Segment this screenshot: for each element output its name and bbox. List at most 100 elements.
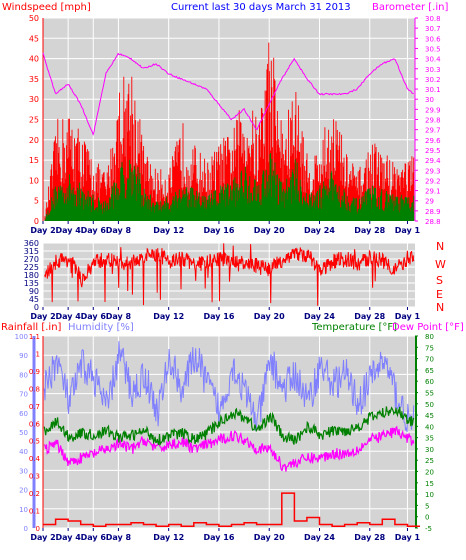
x-tick-label: Day 1 [395,226,421,235]
temperature-tick-label: 40 [425,423,434,431]
rainfall-tick-label: 0.7 [29,403,40,411]
barometer-tick-label: 29.1 [425,188,441,196]
windspeed-tick-label: 35 [29,75,39,84]
barometer-tick-label: 29.8 [425,117,441,125]
barometer-tick-label: 29 [425,198,434,206]
x-tick-label: Day 12 [153,533,184,542]
humidity-tick-label: 20 [19,487,28,495]
chart-title: Current last 30 days March 31 2013 [171,2,351,13]
barometer-tick-label: 29.9 [425,106,441,114]
windspeed-tick-label: 50 [29,14,39,23]
barometer-axis-label: Barometer [.in] [372,2,448,13]
barometer-tick-label: 30.8 [425,15,441,23]
data-series [42,42,420,528]
humidity-tick-label: 80 [19,371,28,379]
x-tick-label: Day 6 [81,312,107,321]
temperature-tick-label: 50 [425,401,434,409]
temperature-tick-label: 65 [425,367,434,375]
direction-tick-label: 90 [29,287,39,296]
x-tick-label: Day 28 [354,312,385,321]
windspeed-axis-label: Windspeed [mph] [2,2,91,13]
humidity-tick-label: 40 [19,448,28,456]
rainfall-tick-label: 1 [36,350,40,358]
temperature-tick-label: 0 [425,514,429,522]
humidity-tick-label: 30 [19,467,28,475]
compass-label-n-top: N [436,240,444,253]
temperature-tick-label: 15 [425,480,434,488]
temperature-tick-label: 70 [425,356,434,364]
x-tick-label: Day 4 [55,226,81,235]
dew-point-series [43,425,415,472]
dewpoint-axis-label: Dew Point [°F] [392,322,464,333]
x-tick-label: Day 24 [304,312,335,321]
x-tick-label: Day 2 [30,312,55,321]
temperature-tick-label: 60 [425,378,434,386]
x-tick-label: Day 16 [203,312,234,321]
direction-tick-label: 45 [29,295,39,304]
temperature-tick-label: 25 [425,457,434,465]
compass-label-e: E [436,288,443,301]
temperature-tick-label: -5 [425,525,432,533]
temperature-tick-label: 20 [425,469,434,477]
direction-tick-label: 315 [24,247,39,256]
x-tick-label: Day 24 [304,533,335,542]
x-tick-label: Day 6 [81,226,107,235]
temperature-axis-label: Temperature [°F] [311,322,397,333]
barometer-tick-label: 29.4 [425,157,441,165]
x-tick-label: Day 8 [106,226,132,235]
x-tick-label: Day 28 [354,226,385,235]
direction-tick-label: 270 [24,255,39,264]
x-tick-label: Day 12 [153,312,184,321]
rainfall-tick-label: 0.2 [29,490,40,498]
humidity-tick-label: 90 [19,352,28,360]
rainfall-tick-label: 0.8 [29,385,40,393]
compass-label-w: W [435,258,446,271]
compass-label-n-bottom: N [436,301,444,314]
temperature-tick-label: 35 [425,435,434,443]
x-tick-label: Day 20 [254,312,285,321]
temperature-tick-label: 30 [425,446,434,454]
barometer-tick-label: 30.3 [425,66,441,74]
x-tick-label: Day 24 [304,226,335,235]
barometer-tick-label: 29.3 [425,167,441,175]
barometer-tick-label: 30.1 [425,86,441,94]
barometer-tick-label: 30 [425,96,434,104]
x-tick-label: Day 12 [153,226,184,235]
barometer-tick-label: 30.2 [425,76,441,84]
x-tick-label: Day 6 [81,533,107,542]
direction-tick-label: 180 [24,271,39,280]
humidity-axis-label: Humidity [%] [68,322,134,333]
x-tick-label: Day 20 [254,226,285,235]
barometer-tick-label: 30.6 [425,35,441,43]
x-tick-label: Day 16 [203,226,234,235]
barometer-tick-label: 28.9 [425,208,441,216]
barometer-tick-label: 29.6 [425,137,441,145]
windspeed-tick-label: 0 [34,217,39,226]
direction-tick-label: 0 [34,303,39,312]
rainfall-tick-label: 0.1 [29,508,40,516]
barometer-tick-label: 29.2 [425,177,441,185]
humidity-tick-label: 50 [19,429,28,437]
rainfall-tick-label: 1.1 [29,333,40,341]
wind-direction-series [44,243,415,306]
temperature-tick-label: 80 [425,333,434,341]
x-tick-label: Day 16 [203,533,234,542]
x-tick-label: Day 4 [55,533,81,542]
barometer-tick-label: 30.5 [425,45,441,53]
barometer-tick-label: 28.8 [425,218,441,226]
x-tick-label: Day 8 [106,533,132,542]
humidity-series [43,341,415,433]
barometer-tick-label: 30.7 [425,25,441,33]
x-tick-label: Day 2 [30,226,55,235]
windspeed-tick-label: 15 [29,156,39,165]
temperature-series [43,406,415,447]
humidity-tick-label: 70 [19,391,28,399]
rainfall-tick-label: 0.3 [29,473,40,481]
x-tick-label: Day 4 [55,312,81,321]
windspeed-tick-label: 10 [29,176,39,185]
temperature-tick-label: 45 [425,412,434,420]
rainfall-tick-label: 0.4 [29,455,41,463]
wind-average-series [44,153,415,221]
